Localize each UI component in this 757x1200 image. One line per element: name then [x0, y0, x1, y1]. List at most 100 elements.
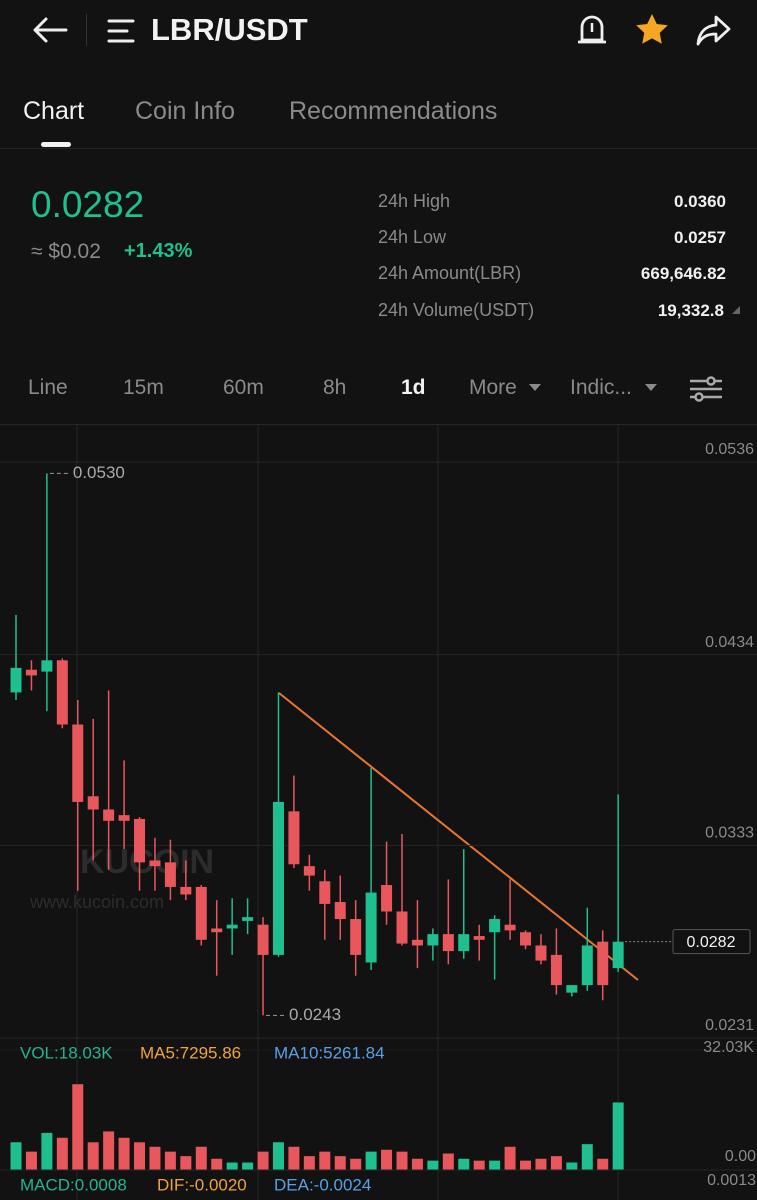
stat-label: 24h High	[378, 191, 451, 211]
candle-body	[334, 902, 346, 920]
volume-bar	[535, 1158, 547, 1170]
last-price: 0.0282	[31, 184, 145, 225]
candle-body	[489, 919, 501, 933]
volume-bar	[319, 1151, 331, 1170]
macd-tick-label: 0.0013	[707, 1172, 756, 1189]
last-price-label: 0.0282	[687, 934, 736, 951]
volume-legend: MA5:7295.86	[140, 1043, 241, 1062]
candle-body	[319, 881, 331, 904]
tab[interactable]: Chart	[23, 97, 85, 125]
back-button[interactable]	[30, 14, 70, 46]
interval[interactable]: 15m	[123, 376, 164, 399]
extreme-label: 0.0530	[73, 463, 125, 482]
volume-bar	[41, 1132, 53, 1170]
candle-body	[535, 945, 547, 961]
volume-bar	[257, 1151, 269, 1170]
candle-body	[612, 941, 624, 969]
volume-bar	[612, 1102, 624, 1170]
volume-bar	[134, 1142, 146, 1170]
watermark-logo: KUCOIN	[80, 843, 214, 881]
usd-price: ≈ $0.02	[31, 240, 101, 263]
volume-bar	[350, 1158, 362, 1170]
volume-bar	[56, 1137, 68, 1170]
volume-bar	[504, 1146, 516, 1170]
volume-bar	[272, 1142, 284, 1170]
volume-bar	[396, 1151, 408, 1170]
candle-body	[427, 934, 439, 946]
candle-body	[473, 936, 485, 940]
volume-tick-label: 32.03K	[703, 1039, 754, 1056]
candle-body	[87, 796, 99, 810]
stat-value: 19,332.8	[657, 301, 724, 320]
macd-legend: MACD:0.0008	[20, 1175, 127, 1194]
volume-bar	[164, 1151, 176, 1170]
candle-body	[72, 724, 84, 802]
candle-body	[303, 866, 315, 876]
alert-button[interactable]	[574, 12, 610, 48]
indicator-menu[interactable]: Indic...	[570, 376, 632, 399]
volume-legend: MA10:5261.84	[274, 1043, 385, 1062]
candle-body	[396, 911, 408, 944]
menu-button[interactable]	[106, 17, 136, 45]
stat-value: 669,646.82	[640, 264, 726, 283]
more-menu[interactable]: More	[469, 376, 517, 399]
volume-bar	[72, 1084, 84, 1170]
interval[interactable]: Line	[28, 376, 68, 399]
volume-bar	[365, 1151, 377, 1170]
volume-bar	[458, 1158, 470, 1170]
volume-bar	[473, 1160, 485, 1170]
candle-body	[56, 660, 68, 725]
candle-body	[25, 669, 37, 676]
volume-bar	[149, 1146, 161, 1170]
candle-body	[597, 941, 609, 986]
candle-body	[550, 954, 562, 986]
candle-body	[442, 934, 454, 952]
divider	[86, 14, 87, 46]
volume-bar	[303, 1156, 315, 1170]
expand-icon[interactable]	[731, 305, 741, 315]
candle-body	[118, 815, 130, 821]
stat-value: 0.0257	[674, 228, 726, 247]
candle-body	[458, 934, 470, 952]
candle-body	[10, 667, 22, 693]
volume-bar	[242, 1162, 254, 1170]
trend-line	[278, 692, 639, 981]
volume-bar	[195, 1146, 207, 1170]
candle-body	[242, 917, 254, 921]
candle-body	[566, 985, 578, 993]
settings-button[interactable]	[688, 374, 724, 404]
tab[interactable]: Coin Info	[135, 97, 236, 125]
volume-bar	[550, 1156, 562, 1170]
macd-legend: DEA:-0.0024	[274, 1175, 371, 1194]
candle-body	[226, 924, 238, 929]
volume-bar	[566, 1162, 578, 1170]
macd-legend: DIF:-0.0020	[157, 1175, 247, 1194]
last-price-box	[672, 929, 751, 955]
volume-bar	[25, 1151, 37, 1170]
share-button[interactable]	[694, 12, 734, 48]
candle-body	[149, 860, 161, 867]
volume-bar	[520, 1160, 532, 1170]
favorite-button[interactable]	[633, 11, 671, 49]
volume-bar	[381, 1149, 393, 1170]
candle-body	[211, 928, 223, 933]
separator	[0, 148, 757, 149]
y-tick-label: 0.0536	[705, 441, 754, 458]
candle-body	[381, 885, 393, 912]
volume-bar	[10, 1142, 22, 1170]
interval[interactable]: 8h	[323, 376, 347, 399]
candle-body	[581, 945, 593, 986]
candle-body	[41, 660, 53, 672]
tab[interactable]: Recommendations	[289, 97, 498, 125]
stat-label: 24h Low	[378, 227, 447, 247]
watermark-url: www.kucoin.com	[29, 892, 164, 912]
candle-body	[134, 818, 146, 863]
interval[interactable]: 60m	[223, 376, 264, 399]
volume-bar	[581, 1144, 593, 1170]
separator	[0, 424, 757, 425]
interval[interactable]: 1d	[401, 376, 426, 399]
candle-body	[272, 801, 284, 955]
candle-body	[164, 862, 176, 887]
candle-body	[257, 924, 269, 955]
